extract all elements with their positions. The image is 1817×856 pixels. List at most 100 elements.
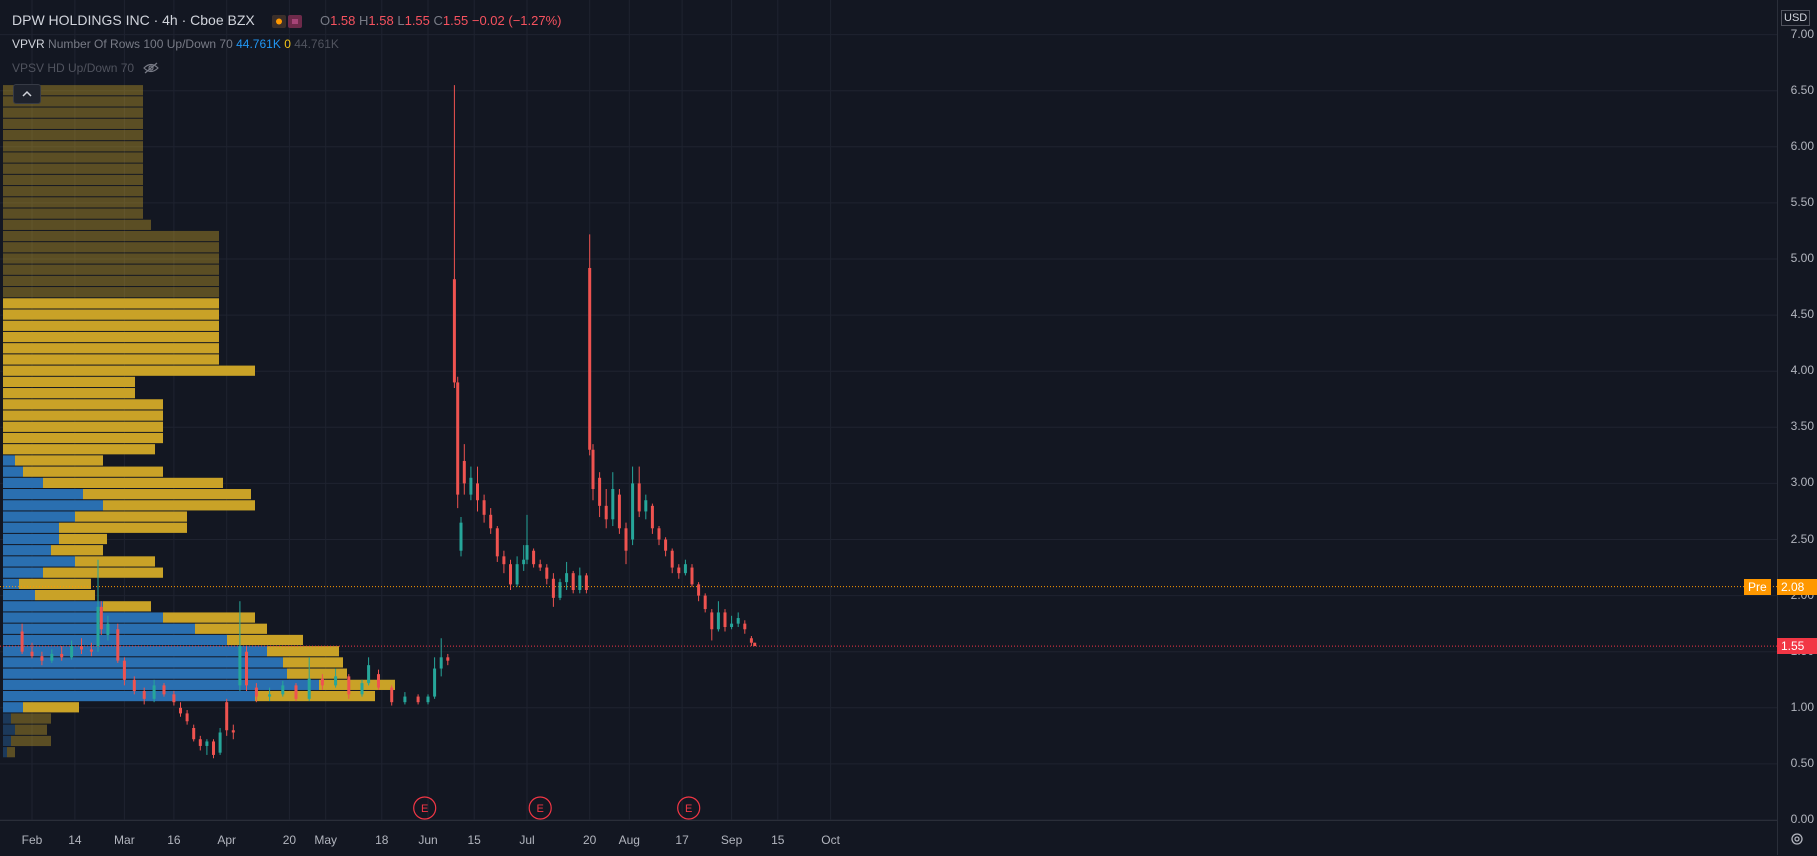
earnings-event-marker[interactable]: E bbox=[413, 796, 437, 820]
price-tick-label: 4.50 bbox=[1790, 307, 1814, 322]
candle-body bbox=[245, 651, 248, 686]
earnings-event-circle bbox=[677, 796, 701, 820]
volume-profile-up-bar bbox=[3, 455, 15, 466]
vpvr-legend-row[interactable]: VPVR Number Of Rows 100 Up/Down 70 44.76… bbox=[12, 37, 339, 51]
close-label: C bbox=[433, 13, 443, 28]
volume-profile-down-bar bbox=[3, 129, 143, 141]
earnings-event-label: E bbox=[421, 803, 428, 815]
earnings-event-label: E bbox=[537, 803, 544, 815]
candle-body bbox=[469, 477, 473, 495]
symbol-legend-row[interactable]: DPW HOLDINGS INC · 4h · Cboe BZX O1.58 H… bbox=[12, 12, 562, 29]
price-tick-label: 4.00 bbox=[1790, 363, 1814, 378]
earnings-event-label: E bbox=[685, 803, 692, 815]
volume-profile-up-bar bbox=[3, 489, 83, 500]
candle-body bbox=[624, 528, 628, 551]
price-axis[interactable]: USD 6.50 6.00 5.50 5.00 4.50 4.00 3.50 3.00 2.50… bbox=[1777, 0, 1817, 855]
volume-profile-down-bar bbox=[3, 96, 143, 107]
vpvr-total-volume: 44.761K bbox=[294, 37, 339, 51]
candle-body bbox=[377, 674, 380, 688]
vpvr-down-volume: 0 bbox=[284, 37, 291, 51]
eye-hidden-icon[interactable] bbox=[143, 62, 160, 75]
candle-body bbox=[604, 505, 608, 520]
price-tick-label: 2.50 bbox=[1790, 531, 1814, 546]
volume-profile-down-bar bbox=[3, 253, 219, 264]
candle-body bbox=[212, 741, 215, 755]
time-axis[interactable]: Feb 14 Mar 16 Apr 20 May 18 Jun 15 Jul 20 Aug 17 Sep 15… bbox=[0, 820, 1777, 856]
change-value: −0.02 (−1.27%) bbox=[471, 13, 562, 28]
volume-profile-up-bar bbox=[3, 679, 319, 690]
symbol-title[interactable]: DPW HOLDINGS INC · 4h · Cboe BZX bbox=[12, 12, 255, 28]
candle-body bbox=[96, 606, 100, 647]
candle-body bbox=[584, 575, 588, 590]
earnings-event-marker[interactable]: E bbox=[528, 796, 552, 820]
time-tick-label: Jul bbox=[519, 833, 535, 847]
candle-body bbox=[509, 564, 512, 585]
candle-body bbox=[545, 567, 549, 579]
volume-profile-down-bar bbox=[103, 500, 255, 511]
candle-body bbox=[20, 631, 24, 652]
volume-profile-down-bar bbox=[15, 455, 103, 466]
candle-body bbox=[162, 685, 166, 695]
volume-profile-up-bar bbox=[3, 702, 23, 713]
volume-profile-down-bar bbox=[15, 724, 47, 735]
candle-body bbox=[456, 382, 460, 495]
volume-profile-down-bar bbox=[3, 287, 219, 298]
collapse-legend-button[interactable] bbox=[13, 84, 41, 104]
volume-profile-down-bar bbox=[3, 410, 163, 421]
time-tick-label: 18 bbox=[375, 833, 389, 847]
volume-profile-up-bar bbox=[3, 522, 59, 533]
earnings-event-marker[interactable]: E bbox=[677, 796, 701, 820]
candle-body bbox=[558, 582, 562, 598]
candle-body bbox=[50, 653, 54, 661]
candle-body bbox=[617, 494, 621, 529]
time-tick-label: May bbox=[314, 833, 338, 847]
volume-profile-down-bar bbox=[19, 578, 91, 589]
candle-body bbox=[99, 606, 103, 630]
price-tick-label: 7.00 bbox=[1790, 26, 1814, 41]
candle-body bbox=[198, 739, 202, 746]
volume-profile-down-bar bbox=[3, 298, 219, 309]
candle-body bbox=[677, 567, 681, 574]
currency-label[interactable]: USD bbox=[1781, 10, 1811, 26]
volume-profile-down-bar bbox=[319, 679, 395, 690]
volume-profile-up-bar bbox=[3, 646, 267, 657]
volume-profile-down-bar bbox=[3, 331, 219, 343]
vpsv-legend-row[interactable]: VPSV HD Up/Down 70 bbox=[12, 61, 160, 75]
candle-body bbox=[307, 678, 311, 699]
candle-body bbox=[390, 687, 394, 703]
vpvr-label[interactable]: VPVR bbox=[12, 37, 45, 51]
candle-body bbox=[703, 595, 707, 610]
candle-body bbox=[522, 559, 526, 565]
candle-body bbox=[446, 657, 450, 661]
volume-profile-down-bar bbox=[227, 634, 303, 646]
candle-body bbox=[532, 550, 536, 565]
low-value: 1.55 bbox=[404, 13, 430, 28]
vpsv-label[interactable]: VPSV HD Up/Down 70 bbox=[12, 61, 135, 75]
candle-body bbox=[650, 505, 654, 529]
price-tick-label: 0.50 bbox=[1790, 755, 1814, 770]
open-label: O bbox=[319, 13, 331, 28]
settings-gear-icon[interactable] bbox=[1788, 830, 1806, 848]
volume-profile-up-bar bbox=[3, 735, 11, 747]
candle-body bbox=[551, 578, 555, 598]
candle-body bbox=[268, 694, 272, 697]
price-tick-label: 5.50 bbox=[1790, 194, 1814, 209]
volume-profile-down-bar bbox=[3, 242, 219, 253]
price-tick-label: 5.00 bbox=[1790, 251, 1814, 265]
delayed-data-icon bbox=[288, 15, 303, 29]
candle-body bbox=[192, 727, 196, 740]
price-tick-label: 3.50 bbox=[1790, 419, 1814, 434]
open-value: 1.58 bbox=[330, 13, 356, 28]
candle-body bbox=[416, 696, 420, 703]
candle-body bbox=[132, 679, 136, 691]
chevron-up-icon bbox=[22, 90, 32, 97]
volume-profile-down-bar bbox=[163, 612, 255, 623]
candle-body bbox=[565, 573, 569, 583]
volume-profile-down-bar bbox=[43, 477, 223, 489]
volume-profile-down-bar bbox=[23, 466, 163, 477]
pre-market-label: Pre bbox=[1744, 578, 1771, 595]
candle-body bbox=[426, 696, 430, 703]
candle-body bbox=[60, 653, 64, 658]
candle-body bbox=[525, 545, 529, 560]
